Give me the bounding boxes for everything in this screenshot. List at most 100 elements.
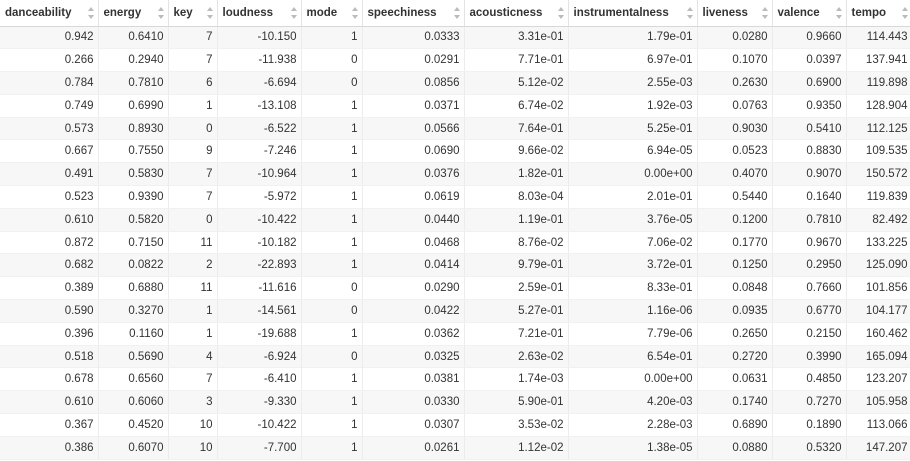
cell-acousticness: 2.59e-01 — [464, 276, 569, 301]
table-row: 0.386 0.6070 10 -7.700 1 0.0261 1.12e-02 1.38e-… — [0, 436, 910, 460]
cell-speechiness: 0.0291 — [362, 48, 465, 73]
cell-liveness: 0.6890 — [697, 413, 773, 437]
cell-tempo: 101.856 — [846, 276, 910, 301]
cell-instrumentalness: 2.01e-01 — [568, 185, 698, 209]
column-header-label: mode — [306, 7, 338, 20]
cell-liveness: 0.0523 — [697, 139, 773, 164]
column-header-energy[interactable]: energy — [98, 0, 169, 27]
sort-arrows-icon[interactable] — [901, 7, 908, 19]
cell-valence: 0.8830 — [772, 139, 847, 164]
column-header-speechiness[interactable]: speechiness — [362, 0, 465, 27]
cell-liveness: 0.4070 — [697, 162, 773, 187]
cell-mode: 1 — [301, 322, 363, 346]
cell-instrumentalness: 6.94e-05 — [568, 139, 698, 164]
table-row: 0.266 0.2940 7 -11.938 0 0.0291 7.71e-01 6.97e-… — [0, 48, 910, 73]
cell-loudness: -11.938 — [217, 48, 302, 73]
cell-energy: 0.8930 — [98, 117, 169, 141]
cell-valence: 0.1640 — [772, 185, 847, 209]
cell-mode: 0 — [301, 276, 363, 301]
cell-danceability: 0.590 — [0, 299, 99, 323]
cell-energy: 0.6880 — [98, 276, 169, 301]
cell-mode: 1 — [301, 208, 363, 232]
cell-mode: 1 — [301, 413, 363, 437]
cell-danceability: 0.396 — [0, 322, 99, 346]
sort-arrows-icon[interactable] — [557, 7, 564, 19]
cell-energy: 0.6410 — [98, 26, 169, 50]
cell-speechiness: 0.0690 — [362, 139, 465, 164]
sort-arrows-icon[interactable] — [453, 7, 460, 19]
header-row: danceability energy key loudness mode speechi… — [0, 0, 910, 27]
sort-arrows-icon[interactable] — [87, 7, 94, 19]
table-row: 0.678 0.6560 7 -6.410 1 0.0381 1.74e-03 0.00e+0… — [0, 367, 910, 392]
sort-arrows-icon[interactable] — [157, 7, 164, 19]
cell-acousticness: 1.12e-02 — [464, 436, 569, 460]
cell-mode: 1 — [301, 253, 363, 278]
cell-acousticness: 3.53e-02 — [464, 413, 569, 437]
column-header-label: liveness — [702, 7, 748, 20]
column-header-label: energy — [103, 7, 142, 20]
cell-valence: 0.7270 — [772, 390, 847, 415]
cell-loudness: -14.561 — [217, 299, 302, 323]
cell-mode: 0 — [301, 71, 363, 95]
cell-key: 3 — [168, 390, 218, 415]
cell-valence: 0.1890 — [772, 413, 847, 437]
column-header-liveness[interactable]: liveness — [697, 0, 773, 27]
cell-mode: 0 — [301, 299, 363, 323]
cell-instrumentalness: 1.16e-06 — [568, 299, 698, 323]
sort-arrows-icon[interactable] — [351, 7, 358, 19]
sort-arrows-icon[interactable] — [686, 7, 693, 19]
cell-instrumentalness: 0.00e+00 — [568, 162, 698, 187]
cell-tempo: 105.958 — [846, 390, 910, 415]
column-header-mode[interactable]: mode — [301, 0, 363, 27]
cell-tempo: 133.225 — [846, 231, 910, 255]
column-header-key[interactable]: key — [168, 0, 218, 27]
cell-instrumentalness: 1.92e-03 — [568, 94, 698, 118]
cell-valence: 0.6770 — [772, 299, 847, 323]
cell-liveness: 0.1740 — [697, 390, 773, 415]
cell-danceability: 0.518 — [0, 345, 99, 369]
cell-loudness: -7.246 — [217, 139, 302, 164]
cell-valence: 0.2950 — [772, 253, 847, 278]
cell-danceability: 0.749 — [0, 94, 99, 118]
cell-tempo: 109.535 — [846, 139, 910, 164]
cell-tempo: 119.839 — [846, 185, 910, 209]
cell-key: 0 — [168, 208, 218, 232]
column-header-valence[interactable]: valence — [772, 0, 847, 27]
cell-tempo: 150.572 — [846, 162, 910, 187]
cell-instrumentalness: 0.00e+00 — [568, 367, 698, 392]
cell-liveness: 0.5440 — [697, 185, 773, 209]
column-header-label: tempo — [851, 7, 887, 20]
column-header-instrumentalness[interactable]: instrumentalness — [568, 0, 698, 27]
table-row: 0.749 0.6990 1 -13.108 1 0.0371 6.74e-02 1.92e-… — [0, 94, 910, 118]
sort-arrows-icon[interactable] — [290, 7, 297, 19]
sort-arrows-icon[interactable] — [761, 7, 768, 19]
cell-speechiness: 0.0422 — [362, 299, 465, 323]
cell-energy: 0.7810 — [98, 71, 169, 95]
table-row: 0.872 0.7150 11 -10.182 1 0.0468 8.76e-02 7.06e… — [0, 231, 910, 255]
cell-mode: 1 — [301, 390, 363, 415]
cell-key: 2 — [168, 253, 218, 278]
cell-key: 11 — [168, 276, 218, 301]
cell-mode: 1 — [301, 117, 363, 141]
sort-arrows-icon[interactable] — [835, 7, 842, 19]
table-row: 0.610 0.6060 3 -9.330 1 0.0330 5.90e-01 4.20e-0… — [0, 390, 910, 415]
cell-energy: 0.6060 — [98, 390, 169, 415]
cell-loudness: -10.964 — [217, 162, 302, 187]
cell-acousticness: 5.27e-01 — [464, 299, 569, 323]
cell-valence: 0.7660 — [772, 276, 847, 301]
cell-valence: 0.0397 — [772, 48, 847, 73]
cell-loudness: -11.616 — [217, 276, 302, 301]
column-header-tempo[interactable]: tempo — [846, 0, 910, 27]
cell-danceability: 0.367 — [0, 413, 99, 437]
cell-acousticness: 7.21e-01 — [464, 322, 569, 346]
cell-valence: 0.9070 — [772, 162, 847, 187]
column-header-danceability[interactable]: danceability — [0, 0, 99, 27]
cell-energy: 0.9390 — [98, 185, 169, 209]
column-header-loudness[interactable]: loudness — [217, 0, 302, 27]
sort-arrows-icon[interactable] — [206, 7, 213, 19]
cell-liveness: 0.0631 — [697, 367, 773, 392]
cell-acousticness: 6.74e-02 — [464, 94, 569, 118]
cell-loudness: -10.182 — [217, 231, 302, 255]
column-header-acousticness[interactable]: acousticness — [464, 0, 569, 27]
